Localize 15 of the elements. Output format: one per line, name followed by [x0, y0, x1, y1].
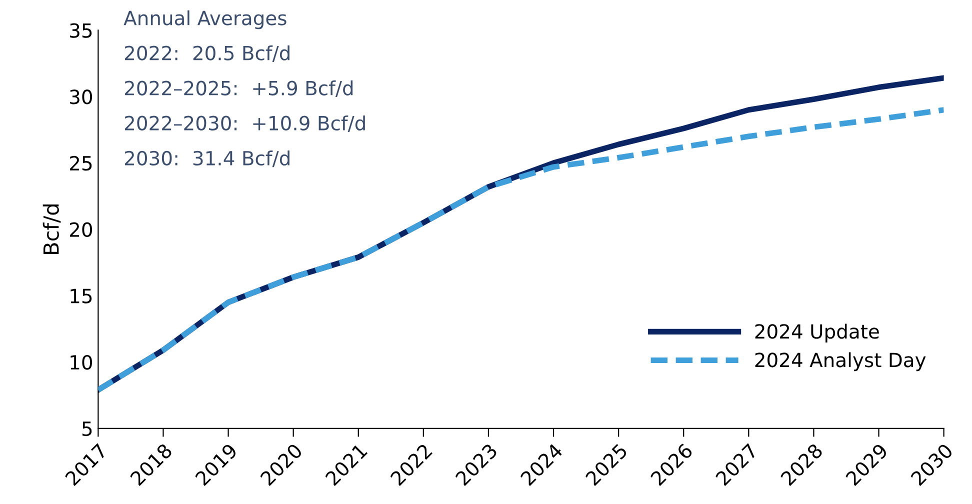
- y-tick-label: 10: [70, 354, 92, 370]
- y-tick-label: 25: [70, 156, 92, 171]
- annotation: 2022: 20.5 Bcf/d: [124, 45, 290, 62]
- annotation: 2030: 31.4 Bcf/d: [124, 150, 290, 168]
- y-tick-label: 15: [70, 288, 92, 304]
- legend-label: 2024 Update: [755, 324, 879, 343]
- annotation: 2022–2025: +5.9 Bcf/d: [124, 80, 353, 97]
- legend-label: 2024 Analyst Day: [755, 352, 926, 372]
- y-tick-label: 5: [82, 422, 92, 436]
- y-axis-title: Bcf/d: [42, 204, 61, 254]
- text: Annual Averages: [124, 10, 286, 30]
- annotation: 2022–2030: +10.9 Bcf/d: [124, 115, 365, 132]
- y-tick-label: 20: [70, 222, 92, 237]
- y-tick-label: 35: [70, 23, 92, 38]
- y-tick-label: 30: [70, 90, 92, 104]
